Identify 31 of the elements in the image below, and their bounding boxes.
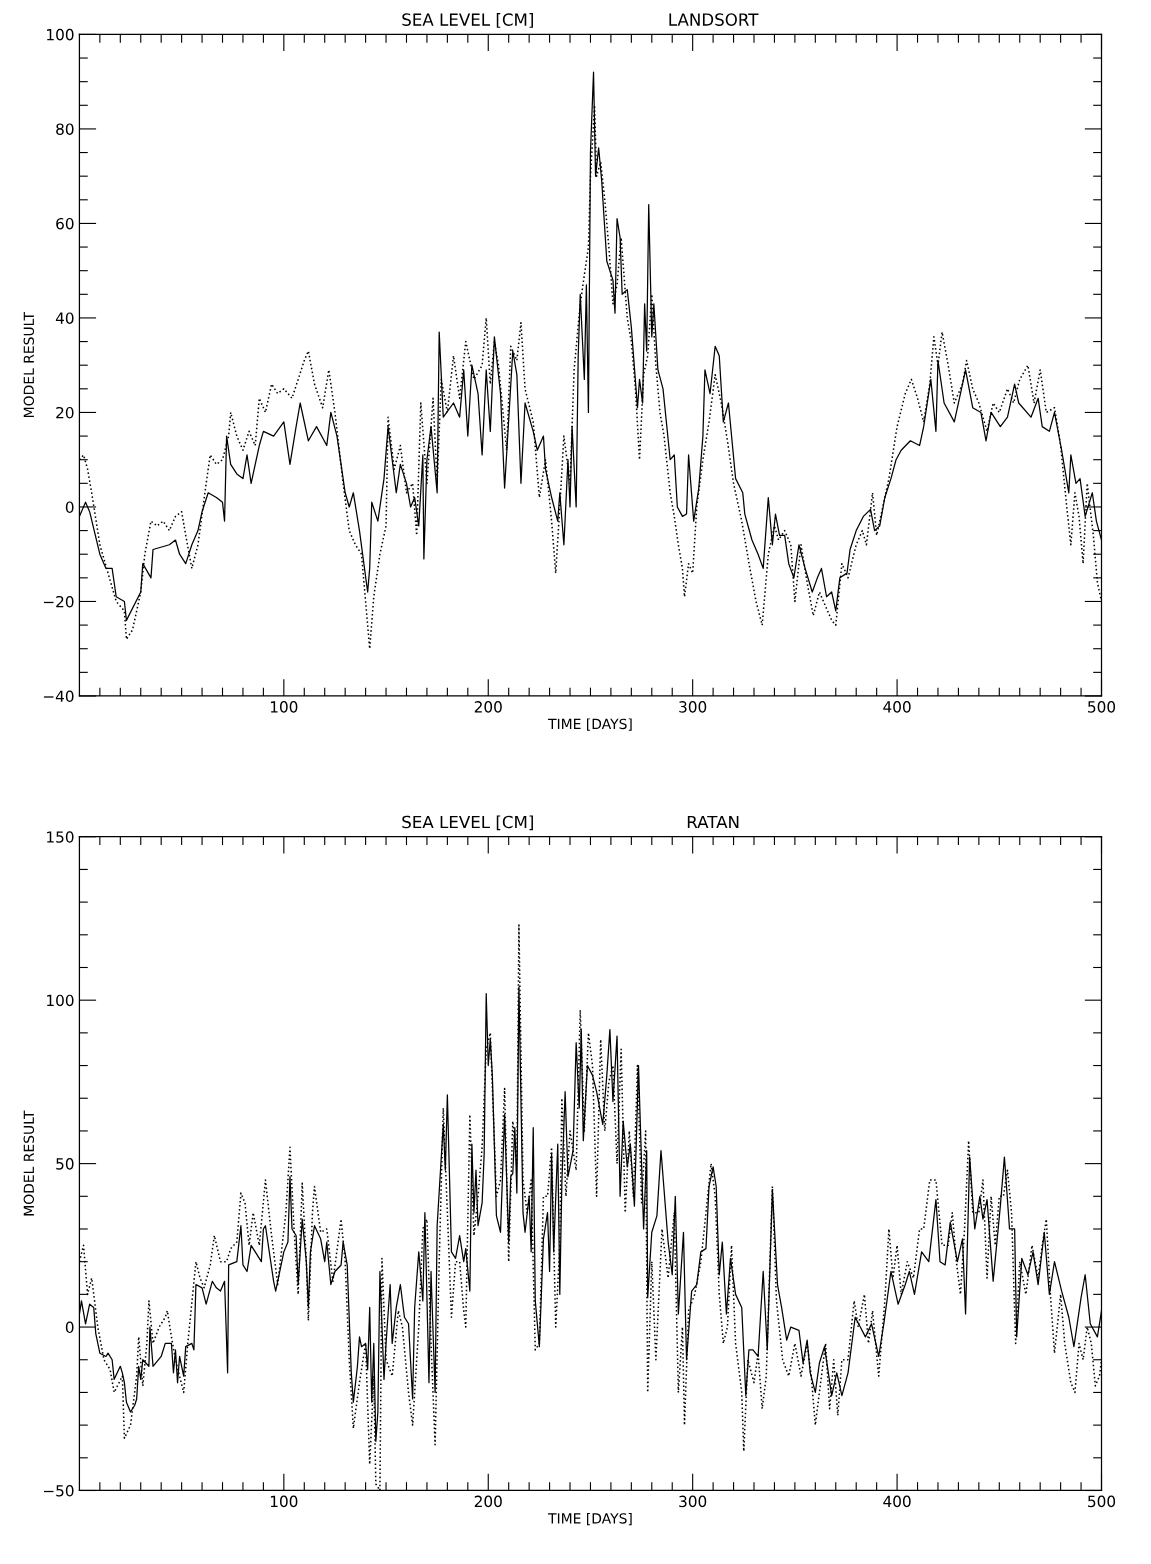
x-tick-label: 500	[1088, 1495, 1116, 1508]
x-tick-label: 400	[883, 1495, 911, 1508]
x-tick-label: 300	[679, 701, 707, 713]
y-axis-title: MODEL RESULT	[23, 312, 35, 417]
chart-subtitle: LANDSORT	[669, 13, 759, 26]
y-tick-label: −50	[43, 1484, 74, 1497]
y-tick-label: −40	[43, 690, 74, 702]
x-tick-label: 500	[1088, 701, 1116, 713]
y-tick-label: 100	[47, 994, 74, 1007]
chart-title: SEA LEVEL [CM]	[402, 815, 533, 831]
x-axis-title: TIME [DAYS]	[548, 718, 632, 731]
x-tick-label: 200	[474, 701, 502, 713]
y-tick-label: −20	[43, 595, 74, 608]
x-tick-label: 200	[474, 1495, 502, 1508]
y-tick-label: 0	[65, 501, 74, 513]
y-tick-label: 40	[55, 312, 74, 324]
y-tick-label: 150	[47, 831, 74, 843]
x-axis-title: TIME [DAYS]	[548, 1512, 632, 1526]
y-tick-label: 100	[47, 28, 74, 41]
y-axis-title: MODEL RESULT	[23, 1110, 35, 1216]
chart-title: SEA LEVEL [CM]	[402, 12, 533, 28]
x-tick-label: 300	[679, 1495, 707, 1508]
chart-subtitle: RATAN	[687, 815, 739, 829]
x-tick-label: 400	[883, 701, 911, 713]
x-tick-label: 100	[270, 1495, 298, 1508]
y-tick-label: 50	[56, 1158, 74, 1170]
y-tick-label: 80	[56, 123, 74, 135]
y-tick-label: 20	[56, 406, 74, 419]
x-tick-label: 100	[270, 701, 298, 713]
y-tick-label: 0	[65, 1321, 74, 1334]
y-tick-label: 60	[56, 217, 74, 230]
